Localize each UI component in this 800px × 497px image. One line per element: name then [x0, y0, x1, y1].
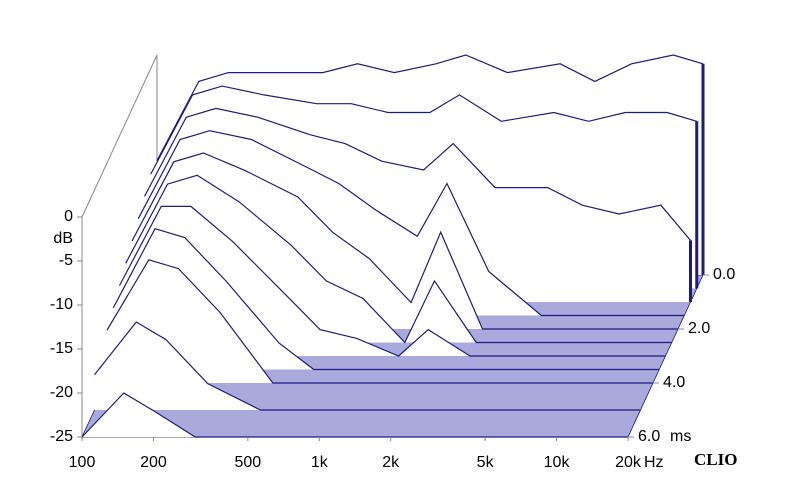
slice-fill [107, 259, 653, 383]
slice-line [118, 205, 666, 357]
y-tick-label: 0 [64, 208, 73, 225]
x-unit: Hz [644, 454, 664, 471]
slice-line [143, 107, 691, 241]
y-unit: dB [53, 230, 73, 247]
frame-line [81, 54, 158, 218]
x-tick-label: 500 [235, 454, 262, 471]
slice-line [106, 259, 653, 384]
z-tick-label: 6.0 [638, 428, 660, 445]
y-tick-label: -25 [50, 428, 73, 445]
slice-line [125, 174, 672, 344]
x-tick-label: 10k [544, 454, 571, 471]
y-tick-label: -5 [59, 252, 73, 269]
z-unit: ms [670, 428, 691, 445]
y-tick-label: -20 [50, 384, 73, 401]
slice-line [112, 227, 660, 371]
slice-fill [113, 228, 660, 370]
x-tick-label: 2k [382, 454, 400, 471]
slice-line [94, 321, 641, 411]
y-tick-label: -10 [50, 296, 73, 313]
slice-fill [82, 393, 628, 437]
slice-fill [94, 322, 641, 410]
brand: CLIO [694, 450, 737, 469]
x-tick-label: 1k [311, 454, 329, 471]
slice-line [156, 54, 704, 161]
x-tick-label: 100 [69, 454, 96, 471]
z-tick-label: 0.0 [713, 266, 735, 283]
x-tick-label: 20k [615, 454, 642, 471]
z-tick-label: 4.0 [663, 374, 685, 391]
slice-line [131, 152, 678, 330]
slice-line [81, 392, 628, 438]
z-tick-label: 2.0 [688, 320, 710, 337]
x-tick-label: 200 [140, 454, 167, 471]
y-tick-label: -15 [50, 340, 73, 357]
slice-line [150, 85, 697, 175]
x-tick-label: 5k [477, 454, 495, 471]
slice-line [137, 130, 685, 317]
